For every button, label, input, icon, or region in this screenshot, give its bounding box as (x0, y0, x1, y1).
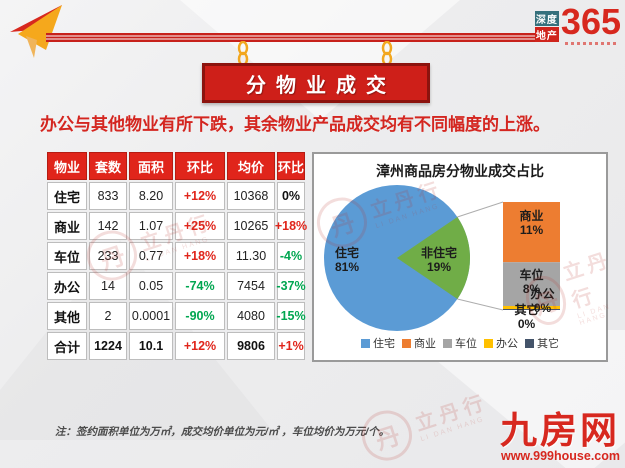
table-cell: 10.1 (129, 332, 173, 360)
table-cell: 0.0001 (129, 302, 173, 330)
site-url: www.999house.com (500, 449, 620, 463)
brand-logo: 深度 地产 365 (534, 1, 621, 42)
table-cell: 住宅 (47, 182, 87, 210)
bar-label-parking: 车位 8% (519, 268, 544, 296)
bar-of-pie-chart (324, 185, 560, 331)
site-logo: 九房网 www.999house.com (500, 412, 620, 463)
table-cell: +12% (175, 182, 225, 210)
table-cell: 1224 (89, 332, 127, 360)
table-header: 面积 (129, 152, 173, 180)
connector-line (457, 298, 504, 311)
table-cell: 其他 (47, 302, 87, 330)
legend-swatch (443, 338, 452, 348)
legend-item: 住宅 (361, 335, 395, 351)
table-cell: 7454 (227, 272, 275, 300)
table-cell: 10368 (227, 182, 275, 210)
legend-swatch (402, 338, 411, 348)
table-cell: 合计 (47, 332, 87, 360)
legend-item: 车位 (443, 335, 477, 351)
legend-swatch (525, 338, 534, 348)
section-title: 分物业成交 (246, 74, 396, 97)
table-cell: 办公 (47, 272, 87, 300)
table-cell: 商业 (47, 212, 87, 240)
table-cell: 14 (89, 272, 127, 300)
table-cell: -37% (276, 272, 306, 300)
site-name: 九房网 (500, 410, 620, 451)
bar-label-other: 其它 0% (514, 303, 539, 331)
legend-swatch (484, 338, 493, 348)
table-cell: 车位 (47, 242, 87, 270)
legend-item: 商业 (402, 335, 436, 351)
table-cell: 833 (89, 182, 127, 210)
table-header: 均价 (227, 152, 275, 180)
table-cell: 4080 (227, 302, 275, 330)
table-cell: +1% (277, 332, 305, 360)
table-cell: +18% (175, 242, 225, 270)
bar-label-office: 办公 0% (530, 287, 555, 315)
bar-label-commercial: 商业 11% (519, 209, 544, 237)
table-cell: -15% (276, 302, 306, 330)
table-cell: 1.07 (129, 212, 173, 240)
legend-swatch (361, 338, 370, 348)
table-cell: 11.30 (227, 242, 275, 270)
legend-item: 其它 (525, 335, 559, 351)
table-header: 物业 (47, 152, 87, 180)
table-cell: +12% (175, 332, 225, 360)
connector-line (457, 201, 504, 218)
section-banner: 分物业成交 (202, 63, 430, 103)
table-cell: 142 (89, 212, 127, 240)
chart-panel: 漳州商品房分物业成交占比 住宅 81% 非住宅 19% 商业 11% 车位 8% 办公 0… (312, 152, 608, 362)
table-cell: 10265 (227, 212, 275, 240)
pie-label-residential: 住宅 81% (334, 246, 360, 274)
chart-legend: 住宅 商业 车位 办公 其它 (314, 335, 606, 351)
footnote: 注：签约面积单位为万㎡，成交均价单位为元/㎡ ，车位均价为万元/个。 (55, 426, 390, 438)
slide-subtitle: 办公与其他物业有所下跌，其余物业产品成交均有不同幅度的上涨。 (40, 115, 550, 134)
table-cell: 9806 (227, 332, 275, 360)
paper-plane-arrow-icon (10, 5, 62, 58)
pie-slice-nonresidential (397, 216, 470, 300)
divider-line (46, 33, 535, 42)
table-cell: 0% (277, 182, 305, 210)
property-table: 物业 套数 面积 环比 均价 环比 住宅 833 8.20 +12% 10368… (47, 152, 307, 360)
table-cell: -74% (175, 272, 225, 300)
table-cell: -90% (175, 302, 225, 330)
table-header: 环比 (175, 152, 225, 180)
table-cell: -4% (277, 242, 305, 270)
breakdown-bar (503, 202, 560, 310)
table-cell: 233 (89, 242, 127, 270)
table-header: 套数 (89, 152, 127, 180)
table-cell: 0.77 (129, 242, 173, 270)
table-cell: 8.20 (129, 182, 173, 210)
brand-box-2: 地产 (534, 27, 559, 42)
table-cell: +25% (175, 212, 225, 240)
pie-label-nonresidential: 非住宅 19% (420, 246, 457, 274)
brand-number: 365 (560, 1, 621, 42)
table-cell: +18% (275, 212, 307, 240)
table-cell: 0.05 (129, 272, 173, 300)
table-cell: 2 (89, 302, 127, 330)
table-header: 环比 (277, 152, 305, 180)
brand-tagline (565, 42, 619, 45)
brand-box-1: 深度 (534, 11, 559, 26)
legend-item: 办公 (484, 335, 518, 351)
chart-title: 漳州商品房分物业成交占比 (376, 163, 544, 179)
